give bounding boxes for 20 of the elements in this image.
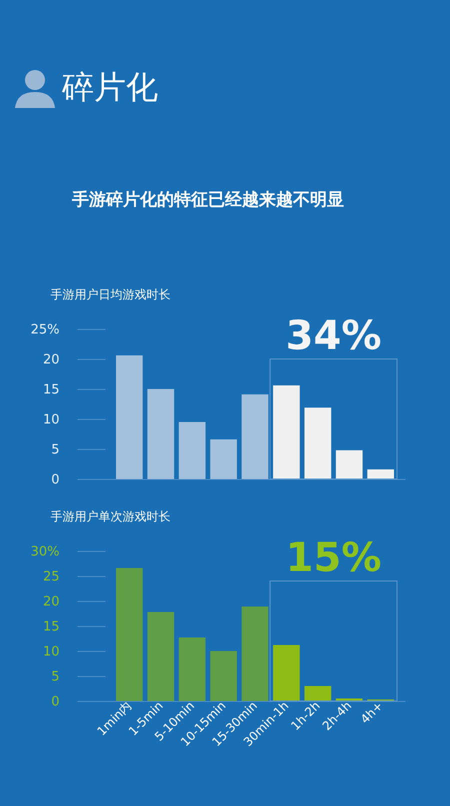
- y-tick-label: 20: [42, 352, 60, 368]
- annotation: 15%: [286, 535, 382, 581]
- y-tick-label: 15: [42, 382, 60, 398]
- y-tick-label: 10: [42, 644, 60, 660]
- y-tick-label: 0: [51, 472, 60, 488]
- chart-subtitle: 手游碎片化的特征已经越来越不明显: [72, 189, 344, 211]
- x-tick-label: 4h+: [358, 698, 386, 726]
- annotation: 34%: [286, 313, 382, 359]
- y-tick-label: 5: [51, 670, 60, 684]
- y-tick-label: 30%: [30, 544, 60, 560]
- chart-title: 碎片化: [62, 67, 158, 108]
- y-tick-label: 5: [51, 442, 60, 458]
- y-tick-label: 0: [51, 694, 60, 710]
- y-tick-label: 25%: [30, 322, 60, 338]
- y-axis-title: 手游用户日均游戏时长: [50, 288, 170, 302]
- y-tick-label: 15: [42, 620, 60, 634]
- y-tick-label: 25: [42, 570, 60, 584]
- y-tick-label: 20: [42, 594, 60, 610]
- y-tick-label: 10: [42, 412, 60, 428]
- y-axis-title: 手游用户单次游戏时长: [50, 510, 170, 524]
